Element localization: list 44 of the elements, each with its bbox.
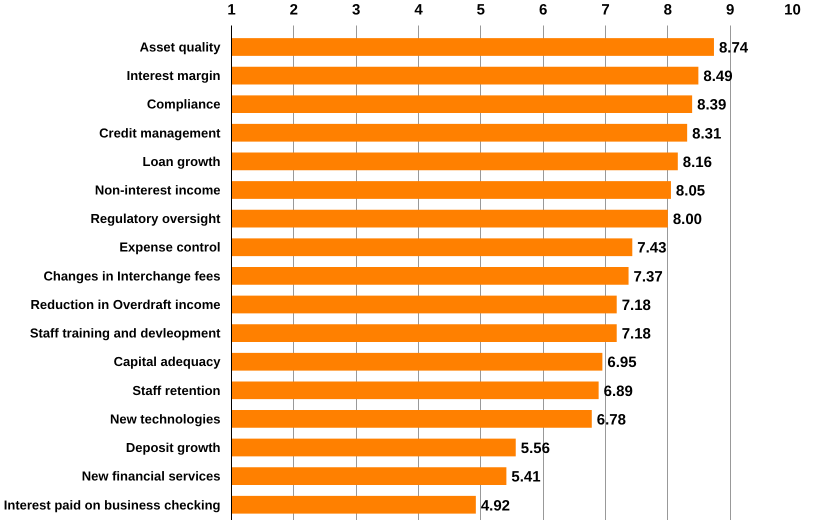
y-tick-label: Interest margin	[126, 68, 221, 84]
x-tick-label: 9	[726, 2, 734, 18]
data-label: 7.18	[622, 326, 651, 343]
x-tick-label: 3	[352, 2, 360, 18]
y-tick-label: Staff retention	[132, 382, 221, 398]
data-label: 6.95	[607, 354, 637, 372]
data-label: 7.37	[634, 268, 663, 286]
data-label: 6.78	[596, 411, 626, 428]
data-label: 8.31	[692, 125, 722, 142]
y-tick-label: Asset quality	[140, 39, 222, 54]
data-label: 7.18	[622, 296, 651, 314]
x-tick-label: 10	[784, 2, 801, 18]
x-tick-label: 1	[227, 2, 236, 18]
x-tick-label: 6	[538, 2, 548, 18]
y-tick-label: Changes in Interchange fees	[44, 268, 221, 284]
data-label: 8.39	[697, 96, 726, 114]
y-tick-label: Loan growth	[142, 154, 221, 169]
y-tick-label: Expense control	[119, 240, 221, 255]
y-tick-label: New financial services	[82, 468, 221, 484]
data-label: 8.00	[672, 211, 702, 228]
data-label: 8.49	[703, 68, 733, 86]
data-label: 8.16	[682, 154, 712, 171]
data-label: 5.41	[511, 468, 541, 486]
data-label: 8.05	[676, 182, 706, 200]
data-label: 6.89	[604, 382, 633, 400]
data-label: 5.56	[520, 440, 550, 458]
data-label: 4.92	[480, 497, 510, 514]
y-tick-label: Credit management	[99, 125, 222, 140]
y-tick-label: Interest paid on business checking	[4, 497, 221, 512]
y-tick-label: Deposit growth	[126, 440, 221, 456]
x-tick-label: 5	[476, 2, 486, 18]
y-tick-label: Capital adequacy	[114, 354, 222, 370]
y-tick-label: Regulatory oversight	[90, 211, 222, 226]
y-tick-label: Reduction in Overdraft income	[30, 296, 221, 312]
y-tick-label: Staff training and devleopment	[30, 326, 222, 341]
y-tick-label: Non-interest income	[94, 182, 221, 198]
x-tick-label: 8	[664, 2, 672, 18]
x-tick-label: 4	[414, 2, 424, 18]
x-tick-label: 2	[290, 2, 298, 18]
data-label: 7.43	[637, 240, 666, 257]
y-tick-label: New technologies	[110, 411, 221, 426]
x-tick-label: 7	[601, 2, 610, 18]
data-label: 8.74	[718, 39, 749, 56]
y-tick-label: Compliance	[146, 96, 221, 112]
